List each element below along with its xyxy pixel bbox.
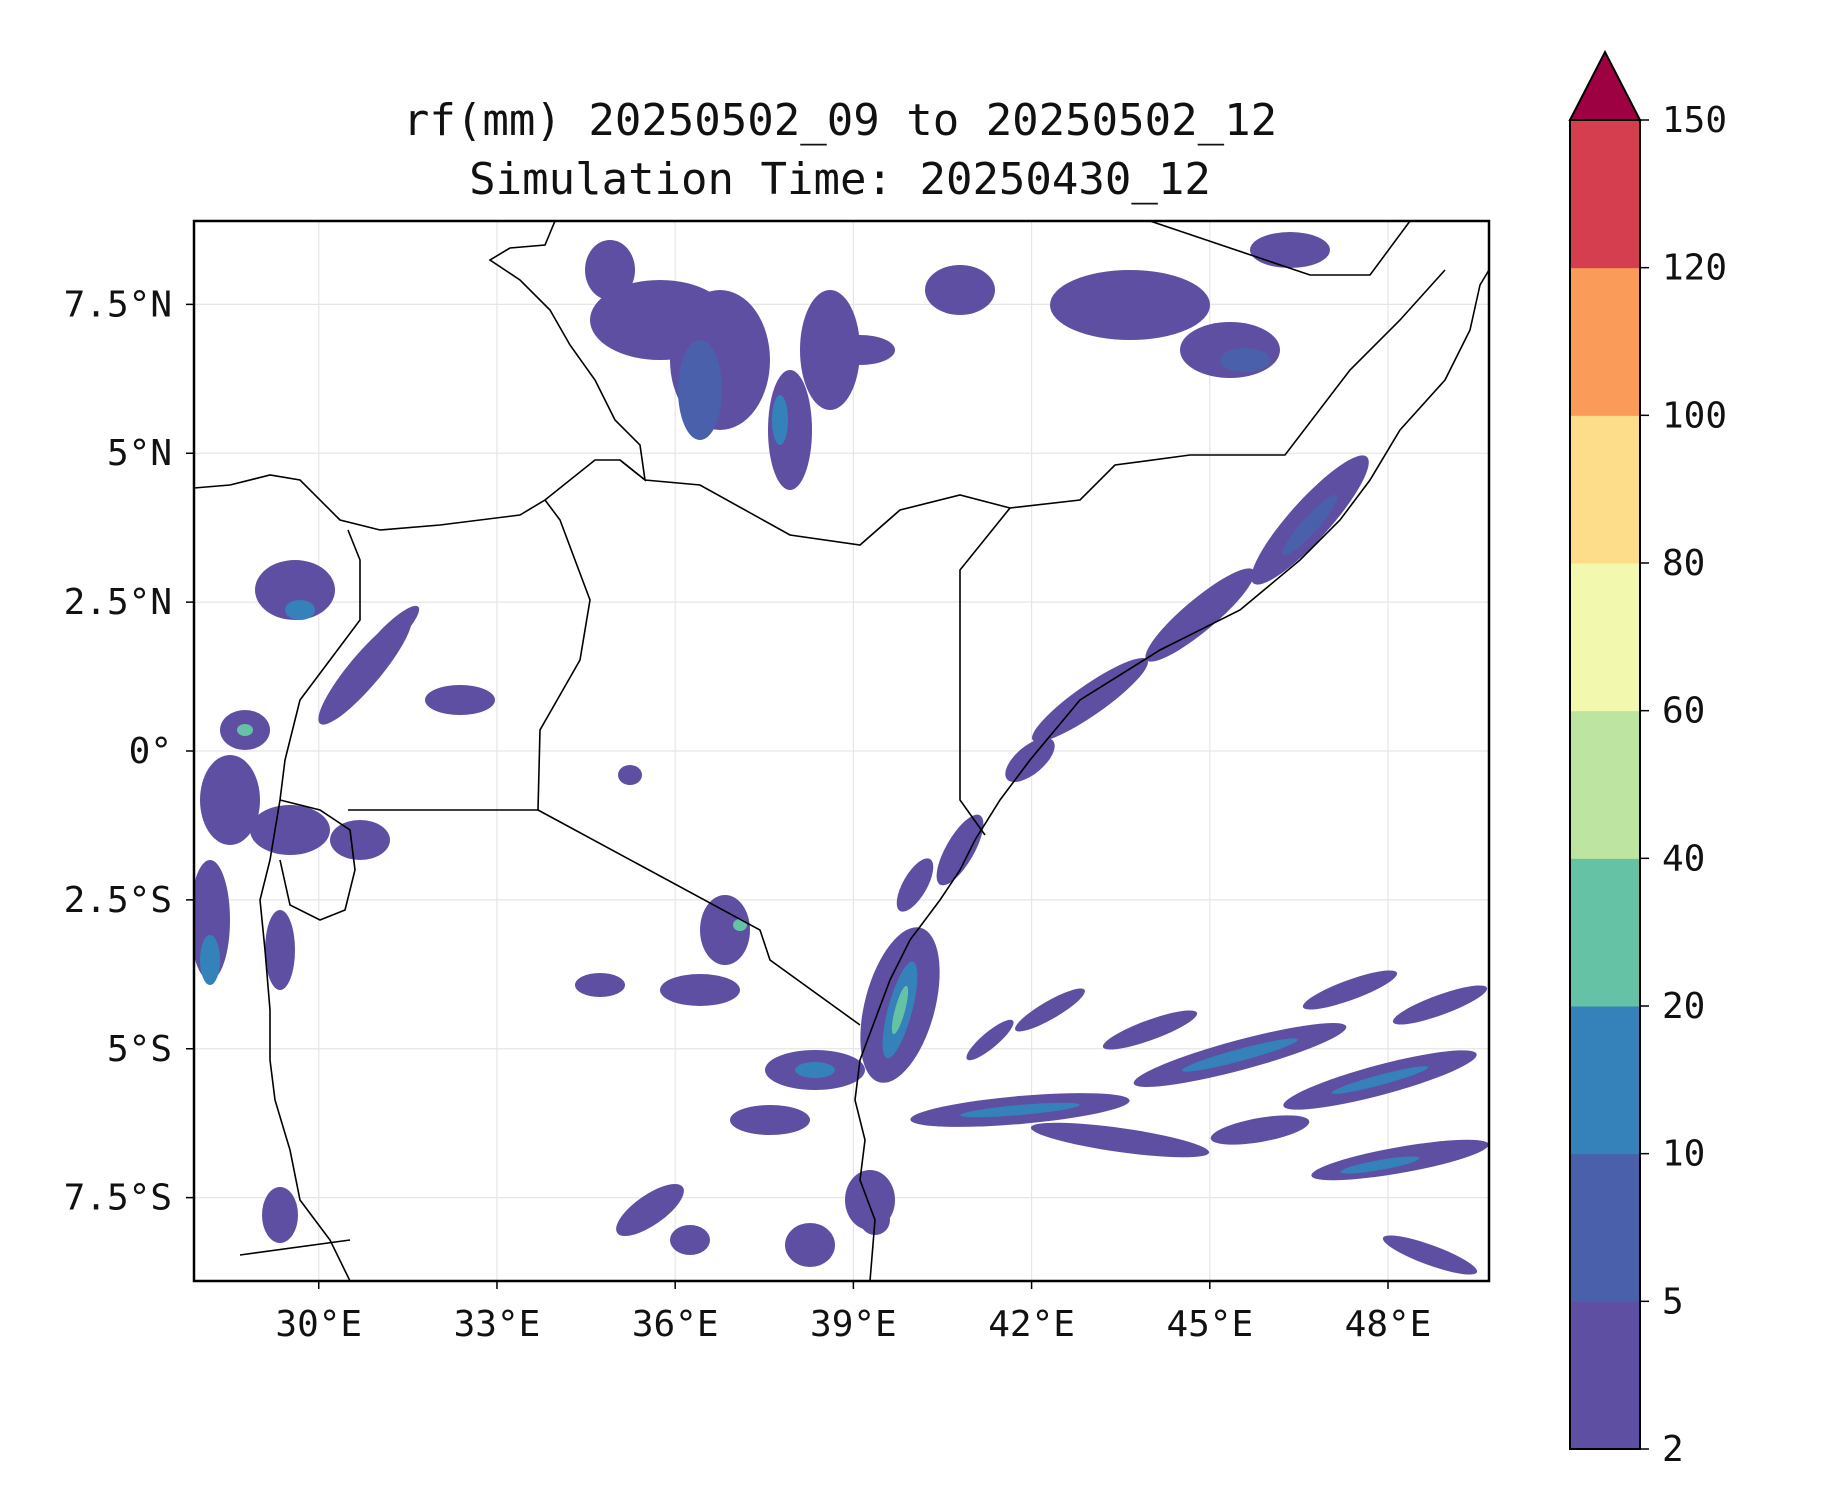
rainfall-patch-somali-coast <box>1005 455 1369 783</box>
rainfall-patch-indian-ocean <box>910 970 1489 1275</box>
border-ethiopia-eritrea <box>1149 221 1411 276</box>
rainfall-fields <box>194 232 1489 1275</box>
colorbar-bin <box>1570 267 1640 416</box>
colorbar-tick-label: 80 <box>1662 543 1705 584</box>
latitude-ticks: 7.5°N 5°N 2.5°N 0° 2.5°S 5°S 7.5°S <box>64 284 194 1219</box>
colorbar-bin <box>1570 120 1640 269</box>
rainfall-patch-ethiopia-east <box>825 232 1330 378</box>
border-drc <box>259 529 361 1281</box>
border-rwanda-burundi <box>279 799 356 921</box>
country-borders <box>194 221 1489 1281</box>
border-kenya-somalia <box>959 507 1011 836</box>
map-panel: 30°E 33°E 36°E 39°E 42°E 45°E 48°E 7.5°N 5°N 2.5… <box>64 219 1491 1345</box>
colorbar-bin <box>1570 1153 1640 1302</box>
lon-tick-label: 36°E <box>632 1304 719 1345</box>
border-ethiopia-somalia <box>1009 269 1446 509</box>
colorbar-tick-label: 60 <box>1662 691 1705 732</box>
lon-tick-label: 42°E <box>988 1304 1075 1345</box>
colorbar-tick-label: 2 <box>1662 1429 1684 1470</box>
colorbar-bin <box>1570 858 1640 1007</box>
colorbar-bin <box>1570 415 1640 564</box>
rainfall-patch-great-lakes <box>194 560 642 1243</box>
lat-tick-label: 7.5°S <box>64 1178 172 1219</box>
lon-tick-label: 48°E <box>1345 1304 1432 1345</box>
lat-tick-label: 0° <box>129 731 172 772</box>
border-tanzania-zambia <box>239 1239 351 1256</box>
colorbar-tick-label: 150 <box>1662 100 1727 141</box>
longitude-ticks: 30°E 33°E 36°E 39°E 42°E 45°E 48°E <box>275 1281 1431 1345</box>
lat-tick-label: 5°S <box>107 1029 172 1070</box>
colorbar-bin <box>1570 1301 1640 1450</box>
colorbar-tick-label: 120 <box>1662 248 1727 289</box>
lon-tick-label: 30°E <box>275 1304 362 1345</box>
title-line-1: rf(mm) 20250502_09 to 20250502_12 <box>403 95 1277 146</box>
lat-tick-label: 7.5°N <box>64 284 172 325</box>
lat-tick-label: 2.5°S <box>64 880 172 921</box>
lat-tick-label: 5°N <box>107 433 172 474</box>
border-kenya-tanzania <box>537 809 861 1026</box>
colorbar-bin <box>1570 563 1640 712</box>
colorbar-bin <box>1570 1006 1640 1155</box>
lon-tick-label: 45°E <box>1166 1304 1253 1345</box>
colorbar-tick-label: 10 <box>1662 1134 1705 1175</box>
rainfall-patch-east-coast <box>575 814 984 1267</box>
colorbar-tick-label: 100 <box>1662 395 1727 436</box>
colorbar-tick-label: 20 <box>1662 986 1705 1027</box>
border-ethiopia-kenya <box>619 459 1011 546</box>
colorbar-outline <box>1569 119 1641 1450</box>
colorbar-tick-label: 5 <box>1662 1281 1684 1322</box>
title-line-2: Simulation Time: 20250430_12 <box>469 154 1211 205</box>
coastline-east-africa <box>854 269 1489 1281</box>
map-gridlines <box>194 221 1489 1281</box>
colorbar-bin <box>1570 710 1640 859</box>
border-kenya-uganda <box>537 499 591 811</box>
colorbar: 2 5 10 20 40 60 80 100 120 150 <box>1568 49 1727 1470</box>
border-south-sudan <box>194 221 647 531</box>
colorbar-tick-label: 40 <box>1662 838 1705 879</box>
lon-tick-label: 33°E <box>454 1304 541 1345</box>
lat-tick-label: 2.5°N <box>64 582 172 623</box>
colorbar-extend-arrow <box>1568 49 1642 121</box>
rainfall-patch-ethiopia-west <box>585 240 860 490</box>
lon-tick-label: 39°E <box>810 1304 897 1345</box>
